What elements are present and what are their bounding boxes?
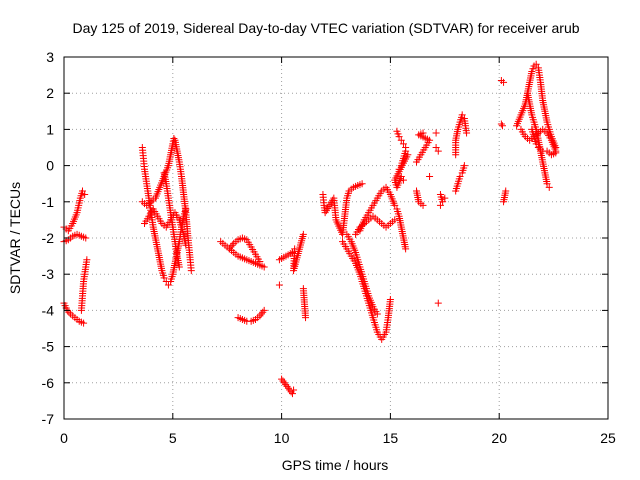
y-tick-label: -5	[42, 339, 55, 355]
data-point	[395, 133, 403, 141]
data-point	[78, 187, 86, 195]
y-axis-label: SDTVAR / TECUs	[7, 182, 23, 294]
y-tick-label: -6	[42, 375, 55, 391]
data-point	[275, 281, 283, 289]
data-point	[164, 281, 172, 289]
x-tick-label: 20	[491, 430, 507, 446]
data-point	[419, 129, 427, 137]
x-tick-label: 10	[274, 430, 290, 446]
data-point	[65, 308, 73, 316]
data-point	[500, 78, 508, 86]
data-point	[80, 319, 88, 327]
data-point	[545, 183, 553, 191]
data-point	[386, 296, 394, 304]
data-point	[399, 176, 407, 184]
data-point	[391, 201, 399, 209]
data-point	[257, 310, 265, 318]
data-point	[175, 263, 183, 271]
data-point	[260, 306, 268, 314]
data-point	[81, 191, 89, 199]
data-point	[259, 308, 267, 316]
x-tick-label: 15	[383, 430, 399, 446]
data-point	[299, 230, 307, 238]
data-point	[500, 198, 508, 206]
data-point	[543, 180, 551, 188]
data-point	[373, 310, 381, 318]
grid-lines	[64, 57, 608, 419]
data-point	[278, 375, 286, 383]
x-tick-label: 5	[169, 430, 177, 446]
data-point	[397, 136, 405, 144]
y-tick-label: 0	[46, 158, 54, 174]
data-point	[282, 381, 290, 389]
data-point	[358, 180, 366, 188]
data-point	[439, 198, 447, 206]
data-point	[256, 312, 264, 320]
data-point	[460, 162, 468, 170]
chart-title: Day 125 of 2019, Sidereal Day-to-day VTE…	[72, 20, 579, 36]
y-tick-label: -2	[42, 230, 55, 246]
axis-ticks: 0 5 10 15 20 25 -7 -6 -5 -4 -3 -2 -1 0 1 2 3	[42, 49, 616, 446]
data-point	[279, 377, 287, 385]
data-point	[456, 172, 464, 180]
y-tick-label: 3	[46, 49, 54, 65]
data-point	[463, 129, 471, 137]
data-point	[83, 256, 91, 264]
data-point	[532, 140, 540, 148]
y-tick-label: -4	[42, 302, 55, 318]
data-point	[397, 172, 405, 180]
data-point	[256, 258, 264, 266]
data-point	[532, 60, 540, 68]
y-tick-label: 1	[46, 121, 54, 137]
data-point	[228, 241, 236, 249]
data-point	[399, 140, 407, 148]
x-tick-label: 0	[60, 430, 68, 446]
data-point	[441, 194, 449, 202]
data-point	[280, 379, 288, 387]
data-point	[434, 147, 442, 155]
data-point	[302, 314, 310, 322]
data-point	[284, 384, 292, 392]
x-axis-label: GPS time / hours	[282, 457, 389, 473]
data-point	[288, 390, 296, 398]
data-point	[227, 243, 235, 251]
data-point	[497, 120, 505, 128]
data-point	[498, 122, 506, 130]
y-tick-label: -1	[42, 194, 55, 210]
data-point	[434, 299, 442, 307]
data-point	[432, 144, 440, 151]
data-point	[225, 245, 233, 253]
data-point	[458, 111, 466, 119]
y-tick-label: -3	[42, 266, 55, 282]
data-point	[419, 201, 427, 209]
data-point	[436, 201, 444, 209]
data-point	[283, 382, 291, 390]
y-tick-label: 2	[46, 85, 54, 101]
x-tick-label: 25	[600, 430, 616, 446]
data-point	[82, 234, 90, 242]
data-point	[426, 172, 434, 180]
data-point	[290, 386, 298, 394]
data-point	[402, 245, 410, 253]
y-tick-label: -7	[42, 411, 55, 427]
data-point	[182, 241, 190, 249]
data-point	[391, 216, 399, 224]
data-point	[260, 263, 268, 271]
data-point	[187, 267, 195, 275]
data-point	[552, 149, 560, 157]
data-point	[432, 129, 440, 137]
data-point	[170, 134, 178, 142]
data-point	[160, 274, 168, 282]
data-point	[402, 147, 410, 155]
data-points	[60, 60, 560, 398]
